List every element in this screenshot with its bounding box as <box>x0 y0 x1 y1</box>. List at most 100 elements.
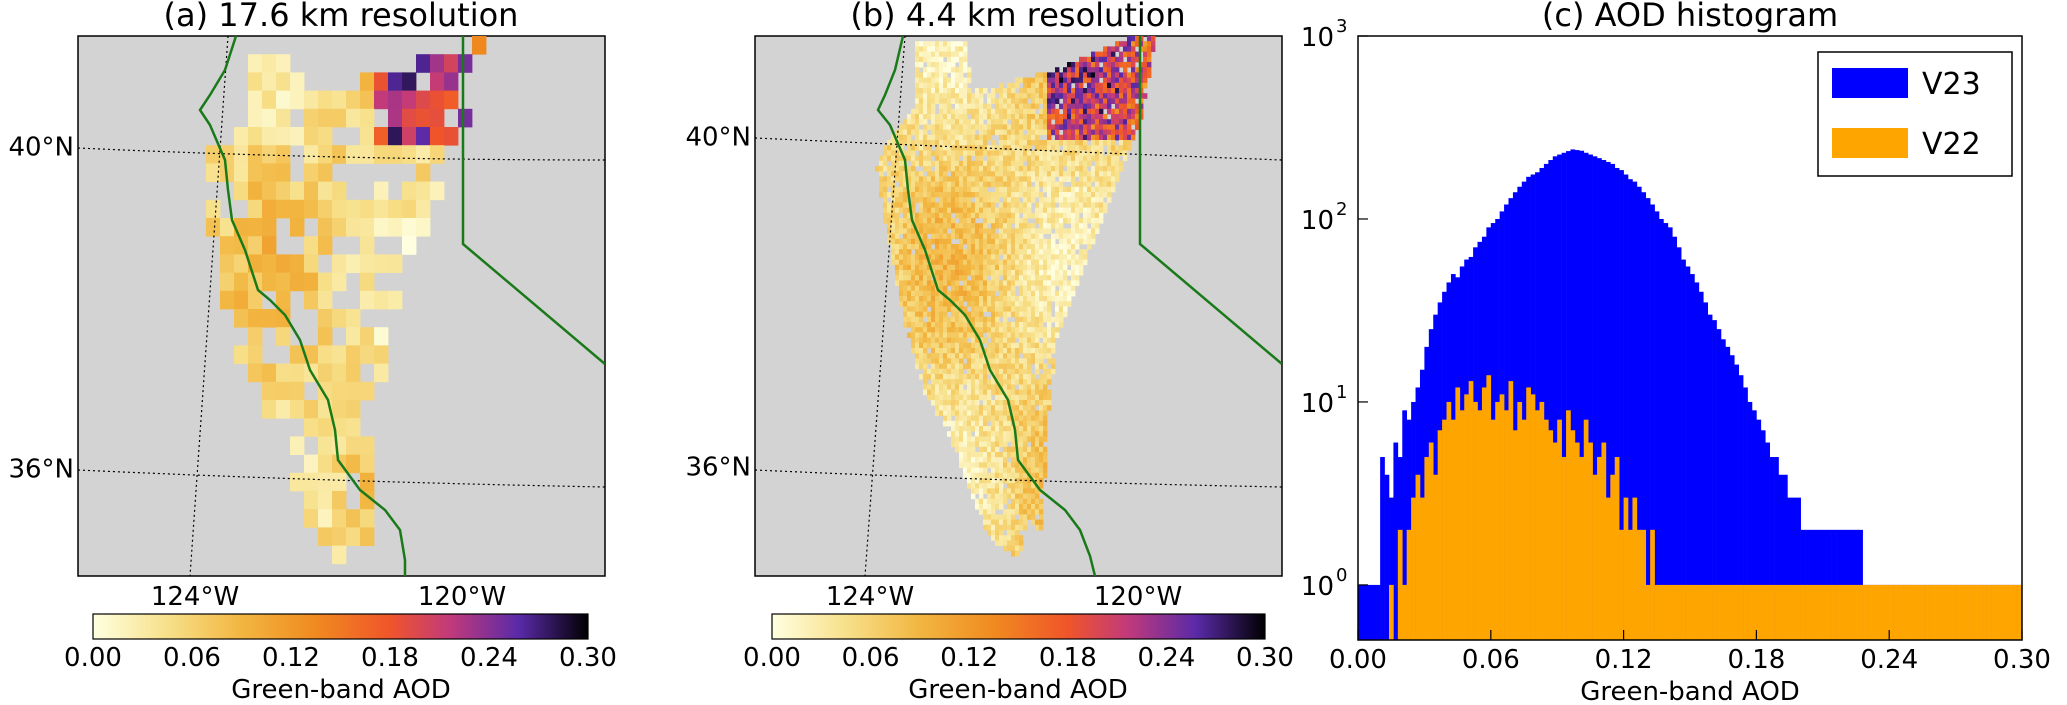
aod-cell <box>1063 238 1068 245</box>
aod-cell <box>991 368 996 375</box>
aod-cell <box>931 140 936 146</box>
aod-cell <box>1011 462 1016 468</box>
aod-cell <box>939 238 944 245</box>
aod-cell <box>991 327 996 333</box>
aod-cell <box>1039 436 1044 442</box>
aod-cell <box>899 290 904 297</box>
aod-cell <box>1079 192 1084 198</box>
histogram-bar-v22 <box>2013 584 2018 640</box>
aod-cell <box>1047 306 1052 312</box>
aod-cell <box>955 233 960 240</box>
aod-cell <box>1015 348 1020 354</box>
aod-cell <box>983 166 988 172</box>
aod-cell <box>895 166 900 172</box>
aod-cell <box>999 311 1004 318</box>
aod-cell <box>911 160 916 167</box>
aod-cell <box>935 166 940 172</box>
aod-cell <box>959 462 964 468</box>
aod-cell <box>402 90 417 110</box>
aod-cell <box>939 249 944 255</box>
aod-cell <box>955 332 960 338</box>
histogram-bar-v22 <box>1570 430 1576 640</box>
aod-cell <box>1027 114 1032 120</box>
aod-cell <box>1027 166 1032 172</box>
aod-cell <box>1019 457 1024 463</box>
aod-cell <box>1035 504 1040 510</box>
histogram-bar-v23 <box>1641 192 1647 640</box>
aod-cell <box>899 155 904 162</box>
aod-cell <box>971 337 976 344</box>
aod-cell <box>262 254 277 273</box>
aod-cell <box>927 296 932 302</box>
aod-cell <box>1063 155 1068 162</box>
aod-cell <box>887 181 892 188</box>
aod-cell <box>971 275 976 281</box>
aod-cell <box>911 238 916 245</box>
aod-cell <box>963 150 968 156</box>
aod-cell <box>955 337 960 344</box>
histogram-bar-v23 <box>1614 167 1620 640</box>
aod-cell <box>999 264 1004 271</box>
aod-cell <box>951 244 956 250</box>
aod-cell <box>959 218 964 224</box>
aod-cell <box>1019 119 1024 125</box>
aod-cell <box>991 285 996 292</box>
aod-cell <box>959 368 964 375</box>
aod-cell <box>1079 181 1084 188</box>
aod-cell <box>1007 535 1012 541</box>
aod-cell <box>1031 410 1036 416</box>
aod-cell <box>911 244 916 250</box>
aod-cell <box>318 509 333 528</box>
aod-cell <box>1019 524 1024 531</box>
aod-cell <box>1131 51 1136 58</box>
histogram-bar-v22 <box>1517 401 1523 640</box>
aod-cell <box>983 431 988 437</box>
aod-cell <box>1059 192 1064 198</box>
aod-cell <box>1059 160 1064 167</box>
aod-cell <box>935 140 940 146</box>
aod-cell <box>947 275 952 281</box>
aod-cell <box>1015 472 1020 479</box>
histogram-bar-v23 <box>1512 192 1518 640</box>
aod-cell <box>963 363 968 370</box>
aod-cell <box>1031 467 1036 474</box>
aod-cell <box>967 441 972 448</box>
aod-cell <box>1035 119 1040 125</box>
aod-cell <box>1019 311 1024 318</box>
aod-cell <box>1039 405 1044 411</box>
aod-cell <box>1023 88 1028 94</box>
aod-cell <box>1003 108 1008 115</box>
aod-cell <box>1079 233 1084 240</box>
aod-cell <box>1099 160 1104 167</box>
aod-cell <box>1043 342 1048 349</box>
aod-cell <box>1027 420 1032 427</box>
aod-cell <box>360 90 375 110</box>
aod-cell <box>919 280 924 286</box>
aod-cell <box>1003 519 1008 526</box>
aod-cell <box>1055 270 1060 276</box>
histogram-bar-v22 <box>1530 394 1536 640</box>
aod-cell <box>963 238 968 245</box>
aod-cell <box>959 103 964 110</box>
aod-cell <box>1027 327 1032 333</box>
aod-cell <box>1023 394 1028 401</box>
aod-cell <box>1051 108 1056 115</box>
aod-cell <box>430 54 445 73</box>
aod-cell <box>1019 202 1024 208</box>
aod-cell <box>935 145 940 151</box>
aod-cell <box>388 218 403 237</box>
aod-cell <box>967 363 972 370</box>
aod-cell <box>987 93 992 99</box>
aod-cell <box>947 202 952 208</box>
aod-cell <box>304 199 319 219</box>
aod-cell <box>963 114 968 120</box>
aod-cell <box>1039 238 1044 245</box>
aod-cell <box>304 272 319 292</box>
aod-cell <box>1059 238 1064 245</box>
aod-cell <box>943 223 948 229</box>
histogram-bar-v23 <box>1402 410 1407 640</box>
aod-cell <box>1059 134 1064 141</box>
aod-cell <box>1051 223 1056 229</box>
aod-cell <box>915 176 920 182</box>
aod-cell <box>1079 223 1084 229</box>
